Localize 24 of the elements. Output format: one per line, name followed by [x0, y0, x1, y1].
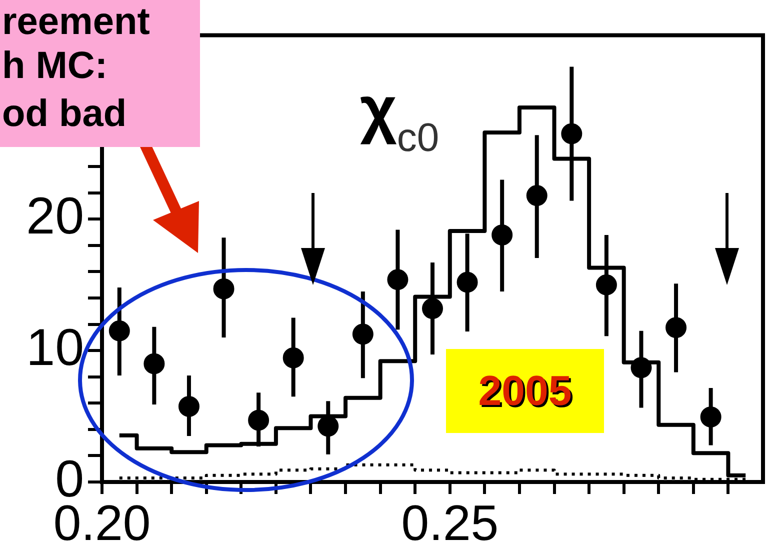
point	[666, 317, 687, 338]
x-tick-label: 0.25	[401, 494, 499, 551]
point	[526, 185, 548, 206]
point	[108, 320, 130, 342]
y-tick-label: 10	[26, 318, 84, 377]
point	[178, 396, 200, 417]
point	[144, 353, 165, 374]
point	[387, 269, 408, 290]
annotation: 2005	[446, 349, 604, 433]
annotation: h MC:	[2, 44, 108, 88]
y-tick-label: 20	[26, 188, 84, 246]
point	[248, 410, 270, 431]
point	[422, 298, 443, 320]
point	[213, 278, 234, 300]
point	[700, 406, 722, 428]
point	[282, 347, 304, 368]
annotation: χ$_{c0}$	[360, 72, 440, 161]
point	[352, 324, 374, 345]
point	[492, 224, 513, 246]
annotation: reement	[2, 0, 150, 44]
point	[596, 274, 617, 296]
annotation: od bad	[2, 92, 127, 136]
point	[456, 272, 478, 293]
point	[561, 123, 582, 144]
